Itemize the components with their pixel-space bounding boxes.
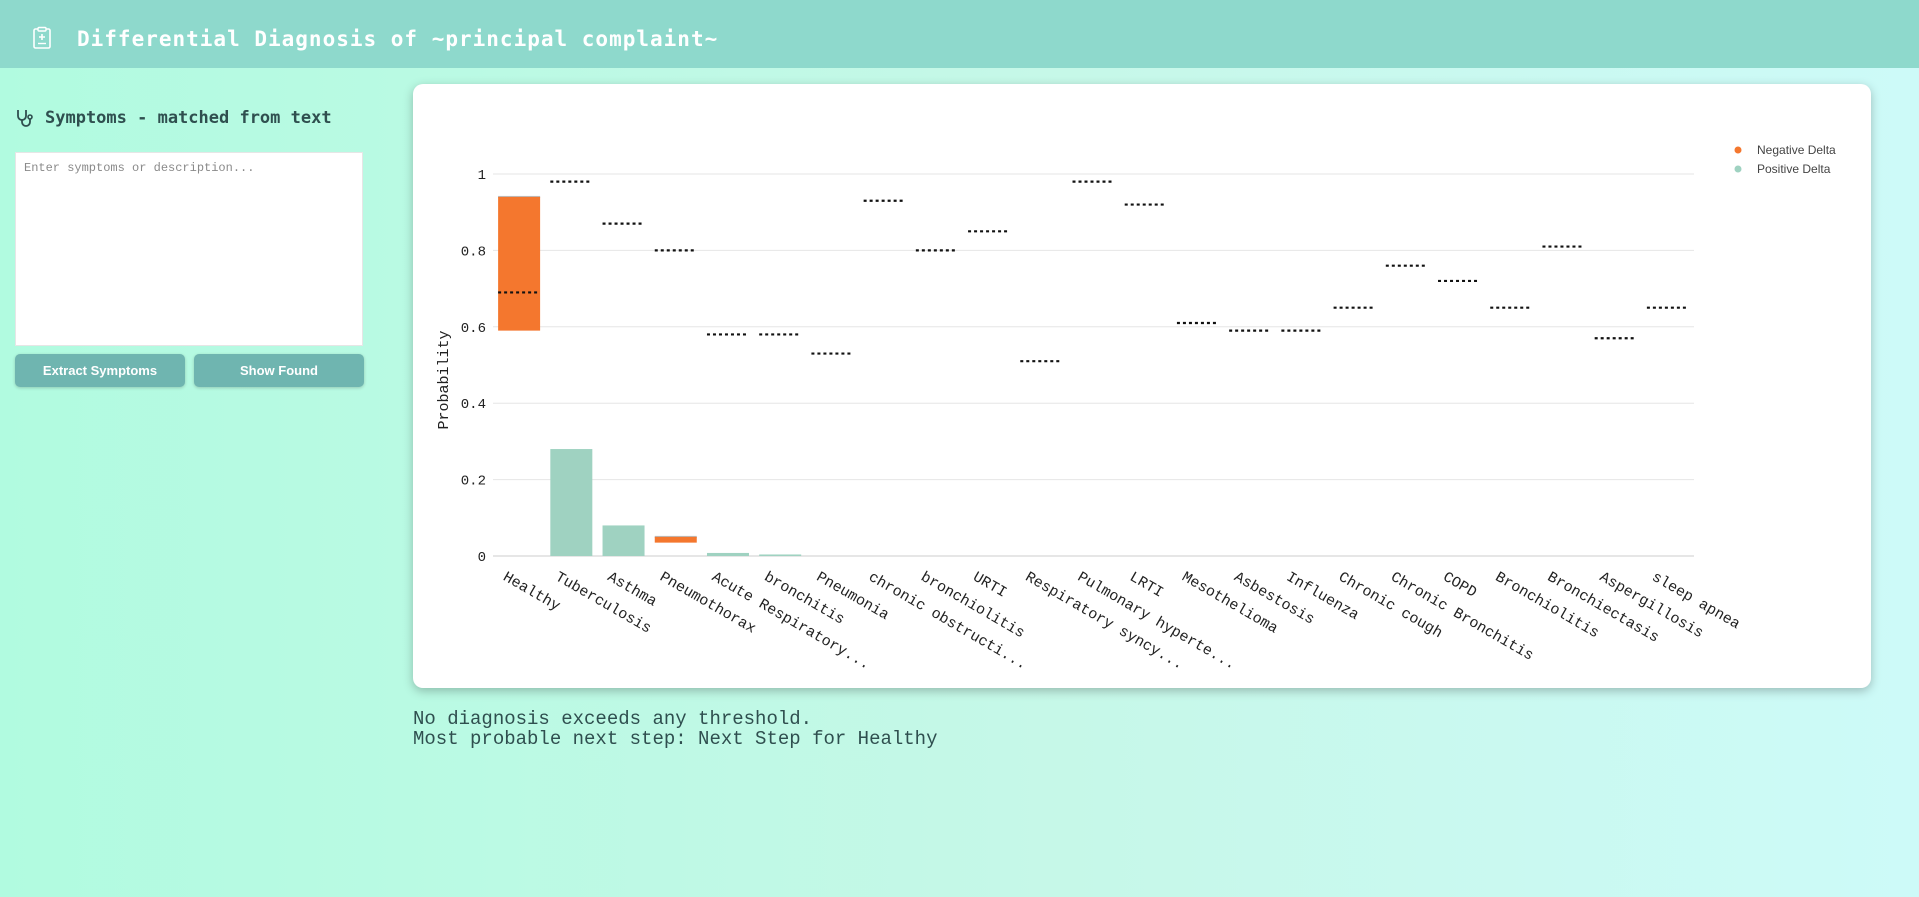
- legend-label: Positive Delta: [1757, 162, 1831, 176]
- clipboard-medical-icon: [33, 26, 51, 49]
- legend-marker: [1734, 165, 1742, 173]
- show-found-button[interactable]: Show Found: [194, 354, 364, 387]
- y-tick-label: 0.6: [461, 321, 486, 337]
- status-threshold-message: No diagnosis exceeds any threshold.: [413, 708, 813, 730]
- page-title: Differential Diagnosis of ~principal com…: [77, 27, 719, 51]
- legend-label: Negative Delta: [1757, 143, 1836, 157]
- stethoscope-icon: [17, 110, 33, 127]
- x-tick-label: Healthy: [500, 569, 563, 615]
- legend-marker: [1734, 146, 1742, 154]
- y-tick-label: 0.2: [461, 474, 486, 490]
- y-tick-label: 0: [478, 550, 486, 566]
- y-tick-label: 0.8: [461, 244, 486, 260]
- y-tick-label: 1: [478, 168, 486, 184]
- probability-chart: 00.20.40.60.81ProbabilityHealthyTubercul…: [436, 143, 1836, 674]
- symptoms-panel-title-text: Symptoms - matched from text: [45, 108, 332, 128]
- bar: [498, 196, 541, 331]
- bar: [706, 552, 749, 556]
- chart-card: 0 0.2 0.4 0.6 0.8 1 Probability Healthy Tubercul…: [413, 84, 1871, 688]
- y-tick-label: 0.4: [461, 397, 486, 413]
- extract-symptoms-button[interactable]: Extract Symptoms: [15, 354, 185, 387]
- status-text: No diagnosis exceeds any threshold. Most…: [413, 709, 938, 749]
- status-next-step: Most probable next step: Next Step for H…: [413, 728, 938, 750]
- bar: [550, 449, 593, 556]
- bar: [602, 525, 645, 556]
- bar: [654, 536, 697, 543]
- bar: [759, 554, 802, 556]
- symptoms-panel-title: Symptoms - matched from text: [15, 106, 332, 130]
- y-axis-label: Probability: [436, 330, 453, 429]
- symptoms-textarea[interactable]: [15, 152, 363, 346]
- app-header: Differential Diagnosis of ~principal com…: [0, 0, 1919, 68]
